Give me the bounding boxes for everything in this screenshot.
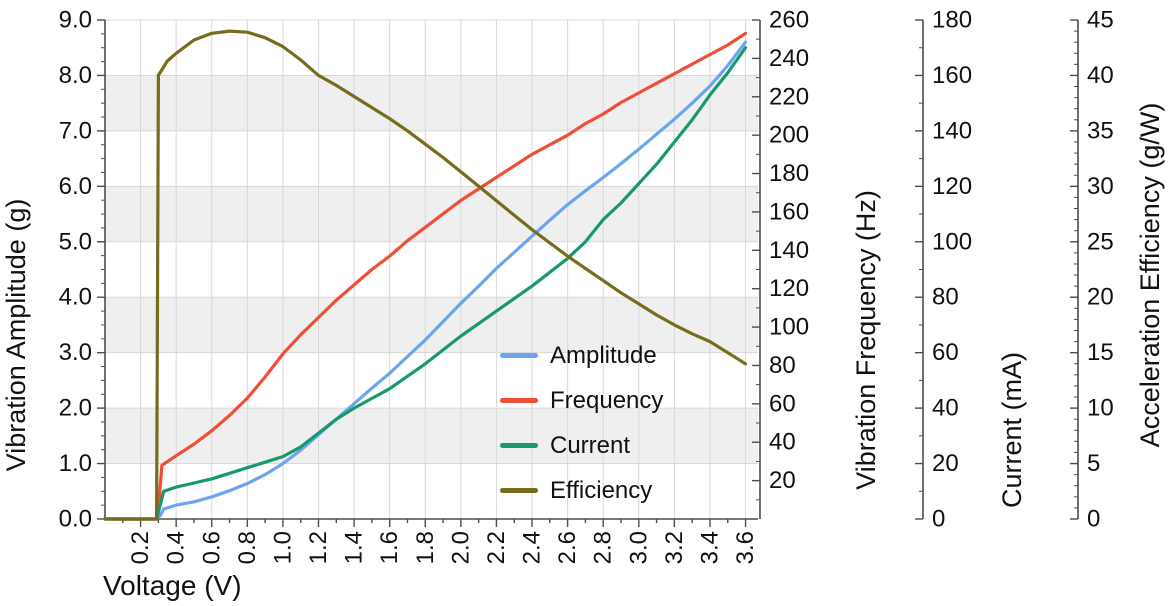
y-tick-label-frequency: 60 xyxy=(769,390,796,417)
y-tick-label-amplitude: 7.0 xyxy=(59,117,92,144)
legend-label-frequency: Frequency xyxy=(550,386,664,414)
x-tick-label: 0.2 xyxy=(127,531,154,564)
y-tick-label-efficiency: 20 xyxy=(1087,284,1114,311)
x-tick-label: 1.8 xyxy=(412,531,439,564)
y-tick-label-efficiency: 5 xyxy=(1087,450,1100,477)
y-tick-label-amplitude: 8.0 xyxy=(59,62,92,89)
y-tick-label-amplitude: 2.0 xyxy=(59,395,92,422)
legend-swatch-amplitude xyxy=(500,353,538,358)
series-line-current xyxy=(103,46,748,521)
y-tick-label-frequency: 180 xyxy=(769,160,809,187)
plot-band xyxy=(105,297,758,353)
series-line-efficiency xyxy=(103,29,748,521)
y-tick-label-frequency: 240 xyxy=(769,45,809,72)
y-tick-label-frequency: 140 xyxy=(769,237,809,264)
y-tick-label-frequency: 80 xyxy=(769,352,796,379)
x-tick-label: 2.0 xyxy=(447,531,474,564)
legend-label-efficiency: Efficiency xyxy=(550,476,653,504)
y-tick-label-frequency: 200 xyxy=(769,122,809,149)
legend-item-frequency: Frequency xyxy=(500,378,663,423)
y-tick-label-frequency: 20 xyxy=(769,467,796,494)
legend-swatch-efficiency xyxy=(500,488,538,493)
plot-band xyxy=(105,75,758,131)
y-tick-label-frequency: 160 xyxy=(769,198,809,225)
x-tick-label: 3.0 xyxy=(625,531,652,564)
y-tick-label-efficiency: 35 xyxy=(1087,117,1114,144)
x-tick-label: 3.6 xyxy=(732,531,759,564)
legend-swatch-frequency xyxy=(500,398,538,403)
y-tick-label-efficiency: 10 xyxy=(1087,395,1114,422)
y-tick-label-efficiency: 30 xyxy=(1087,173,1114,200)
series-line-amplitude xyxy=(103,40,748,521)
x-tick-label: 0.4 xyxy=(163,531,190,564)
y-tick-label-frequency: 120 xyxy=(769,275,809,302)
y-tick-label-amplitude: 4.0 xyxy=(59,284,92,311)
y-tick-label-amplitude: 1.0 xyxy=(59,450,92,477)
y-tick-label-amplitude: 6.0 xyxy=(59,173,92,200)
y-tick-label-efficiency: 45 xyxy=(1087,7,1114,34)
y-tick-label-current: 160 xyxy=(932,62,972,89)
y-tick-label-current: 0 xyxy=(932,506,945,533)
x-tick-label: 2.4 xyxy=(519,531,546,564)
y-tick-label-frequency: 220 xyxy=(769,83,809,110)
legend-item-amplitude: Amplitude xyxy=(500,333,663,378)
x-tick-label: 3.4 xyxy=(696,531,723,564)
y-tick-label-current: 40 xyxy=(932,395,959,422)
plot-band xyxy=(105,408,758,464)
y-tick-label-current: 60 xyxy=(932,339,959,366)
y-tick-label-current: 100 xyxy=(932,228,972,255)
x-tick-label: 2.2 xyxy=(483,531,510,564)
y-tick-label-efficiency: 40 xyxy=(1087,62,1114,89)
legend-label-amplitude: Amplitude xyxy=(550,341,657,369)
y-tick-label-amplitude: 5.0 xyxy=(59,228,92,255)
x-tick-label: 3.2 xyxy=(661,531,688,564)
y-tick-label-current: 120 xyxy=(932,173,972,200)
legend-item-current: Current xyxy=(500,423,663,468)
y-tick-label-frequency: 100 xyxy=(769,314,809,341)
x-tick-label: 2.6 xyxy=(554,531,581,564)
legend-item-efficiency: Efficiency xyxy=(500,468,663,513)
x-tick-label: 2.8 xyxy=(590,531,617,564)
y-tick-label-efficiency: 25 xyxy=(1087,228,1114,255)
x-axis-title: Voltage (V) xyxy=(103,570,242,601)
series-line-frequency xyxy=(103,31,748,521)
y-tick-label-frequency: 260 xyxy=(769,7,809,34)
plot-band xyxy=(105,186,758,242)
x-tick-label: 1.4 xyxy=(341,531,368,564)
x-tick-label: 1.2 xyxy=(305,531,332,564)
y-tick-label-current: 140 xyxy=(932,117,972,144)
x-tick-label: 0.6 xyxy=(198,531,225,564)
y-tick-label-frequency: 40 xyxy=(769,429,796,456)
legend-label-current: Current xyxy=(550,431,631,459)
legend: Amplitude Frequency Current Efficiency xyxy=(500,333,663,513)
y-tick-label-efficiency: 0 xyxy=(1087,506,1100,533)
legend-swatch-current xyxy=(500,443,538,448)
y-tick-label-current: 20 xyxy=(932,450,959,477)
y-tick-label-amplitude: 9.0 xyxy=(59,7,92,34)
y-tick-label-amplitude: 0.0 xyxy=(59,506,92,533)
y-tick-label-efficiency: 15 xyxy=(1087,339,1114,366)
x-tick-label: 1.0 xyxy=(269,531,296,564)
x-tick-label: 1.6 xyxy=(376,531,403,564)
x-tick-label: 0.8 xyxy=(234,531,261,564)
y-tick-label-amplitude: 3.0 xyxy=(59,339,92,366)
y-tick-label-current: 80 xyxy=(932,284,959,311)
y-tick-label-current: 180 xyxy=(932,7,972,34)
